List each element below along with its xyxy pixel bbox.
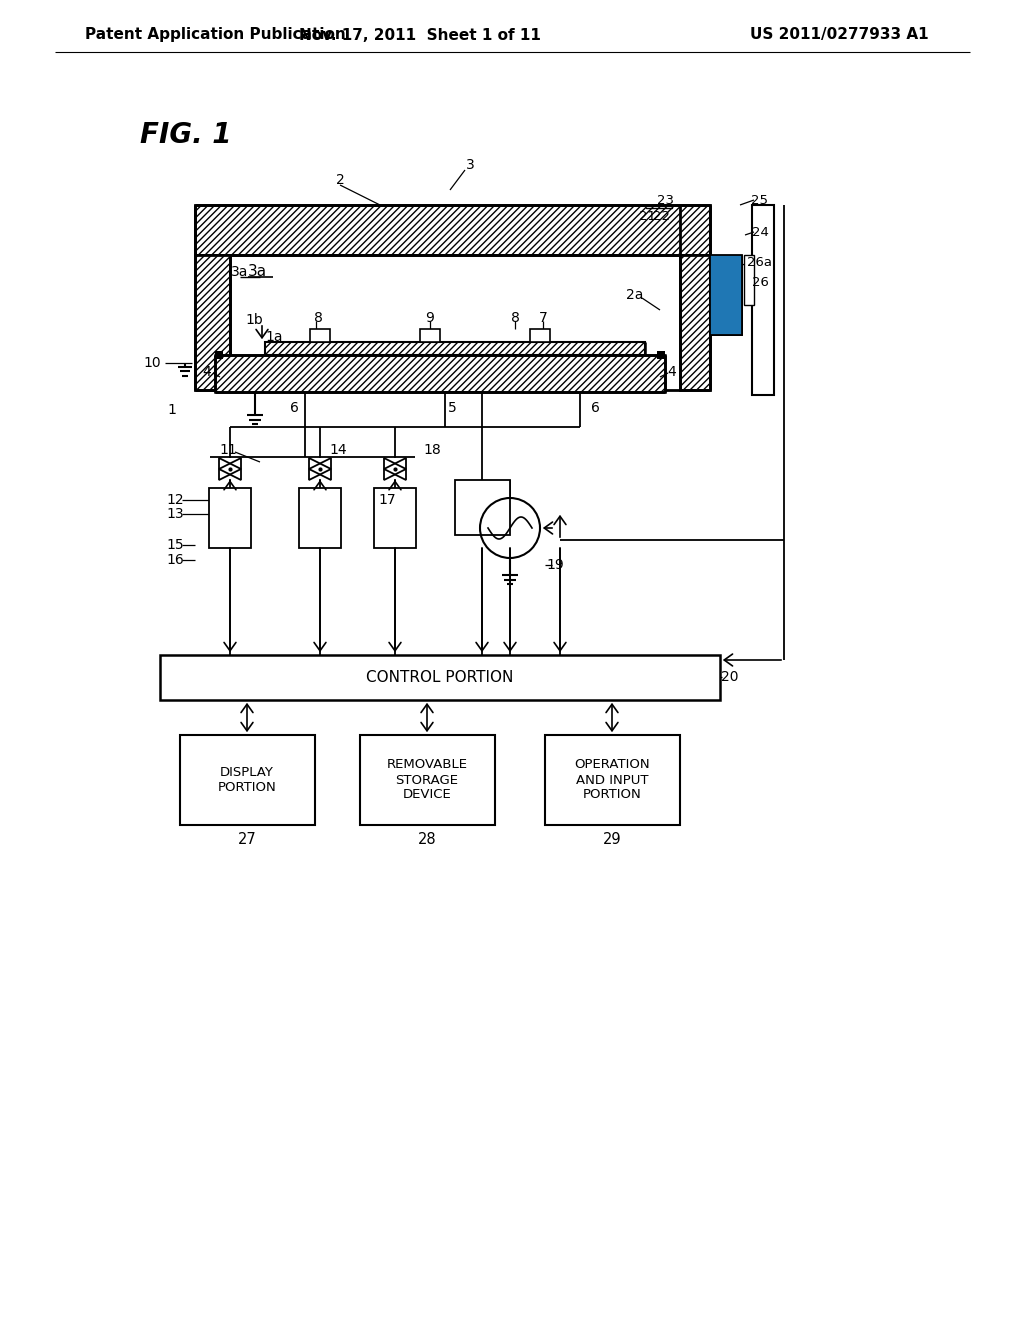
- Text: 24: 24: [752, 226, 768, 239]
- Text: 25: 25: [752, 194, 768, 206]
- Bar: [710, 263, 742, 271]
- Text: US 2011/0277933 A1: US 2011/0277933 A1: [750, 28, 929, 42]
- Bar: [209, 488, 251, 548]
- Text: 26: 26: [752, 276, 768, 289]
- Bar: [545, 735, 680, 825]
- Text: 8: 8: [313, 312, 323, 325]
- Text: 11: 11: [219, 444, 237, 457]
- Text: 4: 4: [203, 366, 211, 379]
- Bar: [752, 205, 774, 395]
- Text: 10: 10: [143, 356, 161, 370]
- Text: 28: 28: [418, 833, 436, 847]
- Text: 4: 4: [668, 366, 677, 379]
- Text: 27: 27: [238, 833, 256, 847]
- Text: 22: 22: [653, 210, 671, 223]
- Text: DISPLAY
PORTION: DISPLAY PORTION: [218, 766, 276, 795]
- Bar: [710, 327, 742, 335]
- Text: 2a: 2a: [627, 288, 644, 302]
- Bar: [710, 271, 742, 279]
- Text: 26a: 26a: [748, 256, 772, 268]
- Bar: [744, 255, 754, 305]
- Bar: [195, 205, 710, 255]
- Text: 29: 29: [603, 833, 622, 847]
- Text: 19: 19: [546, 558, 564, 572]
- Bar: [710, 294, 742, 304]
- Text: 15: 15: [166, 539, 184, 552]
- Bar: [710, 279, 742, 286]
- Bar: [265, 342, 645, 355]
- Bar: [710, 255, 742, 335]
- Text: REMOVABLE
STORAGE
DEVICE: REMOVABLE STORAGE DEVICE: [386, 759, 468, 801]
- Bar: [195, 255, 230, 389]
- Text: 14: 14: [329, 444, 347, 457]
- Bar: [374, 488, 416, 548]
- Bar: [215, 351, 223, 359]
- Text: 18: 18: [423, 444, 441, 457]
- Text: 21: 21: [639, 210, 655, 223]
- Text: OPERATION
AND INPUT
PORTION: OPERATION AND INPUT PORTION: [574, 759, 650, 801]
- Text: 8: 8: [511, 312, 519, 325]
- Text: 3a: 3a: [248, 264, 267, 280]
- Bar: [710, 286, 742, 294]
- Bar: [455, 480, 510, 535]
- Bar: [530, 329, 550, 342]
- Bar: [680, 255, 710, 389]
- Bar: [657, 351, 665, 359]
- Bar: [180, 735, 315, 825]
- Text: 6: 6: [591, 401, 599, 414]
- Text: Patent Application Publication: Patent Application Publication: [85, 28, 346, 42]
- Bar: [215, 355, 665, 392]
- Text: 16: 16: [166, 553, 184, 568]
- Bar: [420, 329, 440, 342]
- Text: 23: 23: [656, 194, 674, 206]
- Text: 6: 6: [290, 401, 298, 414]
- Text: 13: 13: [166, 507, 184, 521]
- Bar: [710, 255, 742, 263]
- Text: 7: 7: [539, 312, 548, 325]
- Bar: [160, 655, 720, 700]
- Text: 3: 3: [466, 158, 474, 172]
- Text: 9: 9: [426, 312, 434, 325]
- Text: 17: 17: [378, 492, 396, 507]
- Text: 3a: 3a: [231, 265, 249, 279]
- Bar: [310, 329, 330, 342]
- Text: 1: 1: [168, 403, 176, 417]
- Bar: [710, 312, 742, 319]
- Text: Nov. 17, 2011  Sheet 1 of 11: Nov. 17, 2011 Sheet 1 of 11: [299, 28, 541, 42]
- Text: 2: 2: [336, 173, 344, 187]
- Text: 1b: 1b: [245, 313, 263, 327]
- Text: CONTROL PORTION: CONTROL PORTION: [367, 671, 514, 685]
- Bar: [710, 304, 742, 312]
- Text: 20: 20: [721, 671, 738, 684]
- Bar: [710, 319, 742, 327]
- Text: 12: 12: [166, 492, 184, 507]
- Bar: [299, 488, 341, 548]
- Text: 1a: 1a: [265, 330, 283, 345]
- Bar: [360, 735, 495, 825]
- Text: 5: 5: [447, 401, 457, 414]
- Text: FIG. 1: FIG. 1: [140, 121, 231, 149]
